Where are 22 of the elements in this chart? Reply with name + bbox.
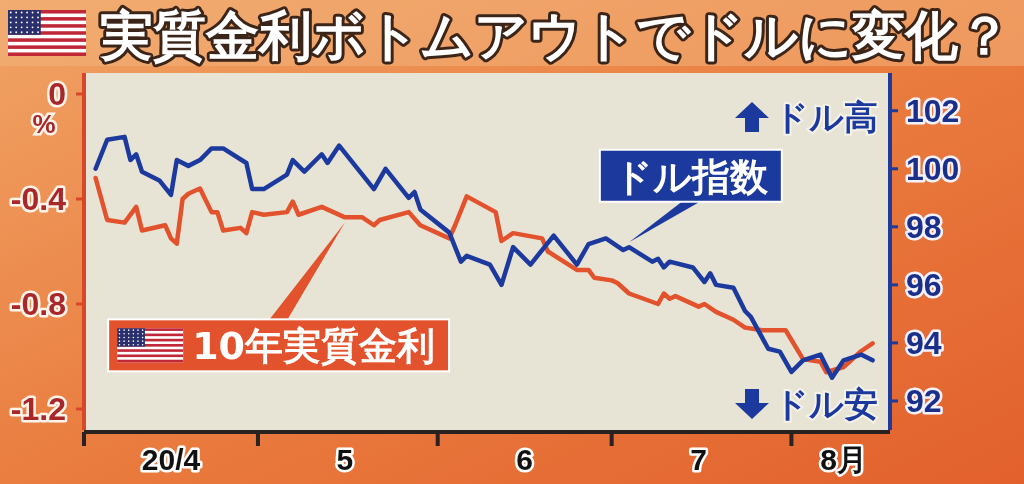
y-tick-label: -0.8 (10, 286, 66, 322)
y2-tick-label: 100 (906, 150, 960, 187)
x-tick-label: 6 (516, 443, 534, 476)
annotation: ドル安 (774, 384, 878, 424)
y2-tick-label: 98 (906, 208, 942, 245)
y-label: % (32, 109, 56, 139)
annotation: ドル高 (735, 97, 878, 137)
x-tick-label: 20/4 (141, 443, 201, 476)
x-tick-label: 8月 (820, 443, 867, 476)
y2-tick-label: 94 (906, 324, 942, 361)
annotation: ドル安 (735, 384, 878, 424)
y-tick-label: 0 (48, 76, 66, 112)
y2-tick-label: 96 (906, 266, 942, 303)
y-tick-label: -0.4 (10, 181, 67, 217)
y2-tick-label: 92 (906, 382, 942, 419)
x-tick-label: 7 (690, 443, 707, 476)
x-tick-label: 5 (336, 443, 354, 476)
y-tick-label: -1.2 (10, 391, 66, 427)
annotation: ドル高 (774, 97, 878, 137)
title: 実質金利ボトムアウトでドルに変化？ (100, 5, 1011, 66)
series-label: ドル指数 (613, 154, 769, 199)
y2-tick-label: 102 (906, 92, 960, 129)
